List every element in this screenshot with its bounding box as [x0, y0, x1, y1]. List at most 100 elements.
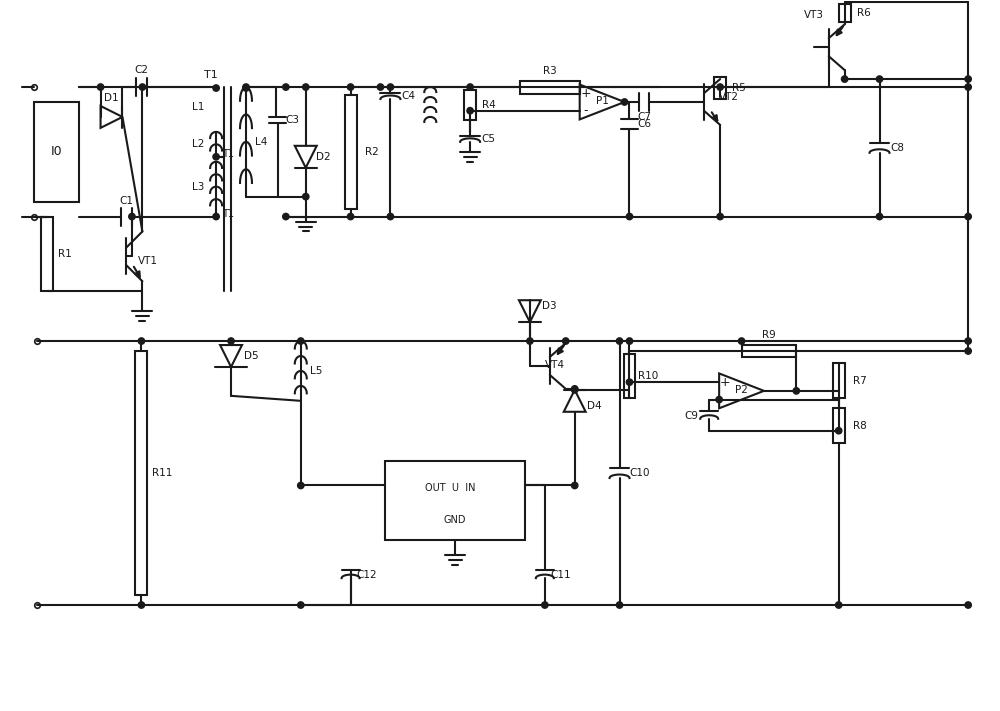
Text: D4: D4 [587, 401, 602, 411]
Circle shape [213, 213, 219, 220]
Circle shape [965, 602, 971, 608]
Circle shape [965, 348, 971, 354]
Text: VT2: VT2 [719, 92, 739, 102]
Circle shape [793, 387, 800, 394]
Bar [624, 353, 635, 398]
Text: L1: L1 [192, 102, 204, 112]
Circle shape [572, 482, 578, 488]
Bar [464, 90, 476, 120]
Text: C7: C7 [637, 112, 651, 122]
Circle shape [965, 84, 971, 90]
Circle shape [563, 338, 569, 344]
Circle shape [876, 213, 883, 220]
Bar [714, 77, 726, 99]
Bar [135, 351, 147, 595]
Circle shape [97, 84, 104, 90]
Text: D1: D1 [104, 93, 119, 103]
Text: R9: R9 [762, 330, 776, 340]
Circle shape [616, 602, 623, 608]
Circle shape [243, 85, 249, 91]
Text: C10: C10 [629, 468, 650, 478]
Circle shape [228, 338, 234, 344]
Text: D5: D5 [244, 351, 258, 361]
Circle shape [303, 193, 309, 200]
Text: R1: R1 [58, 249, 72, 259]
Circle shape [626, 213, 633, 220]
Circle shape [243, 84, 249, 90]
Circle shape [283, 213, 289, 220]
Circle shape [717, 84, 723, 90]
Text: +: + [580, 87, 591, 100]
Text: P1: P1 [596, 96, 609, 106]
Circle shape [835, 602, 842, 608]
Bar [520, 80, 580, 94]
Text: T1: T1 [222, 208, 234, 218]
Circle shape [138, 602, 145, 608]
Circle shape [303, 84, 309, 90]
Circle shape [527, 338, 533, 344]
Text: VT4: VT4 [545, 360, 565, 370]
Circle shape [835, 427, 842, 434]
Text: R2: R2 [365, 146, 378, 157]
Circle shape [129, 213, 135, 220]
Text: R4: R4 [482, 100, 496, 110]
Circle shape [616, 338, 623, 344]
Text: VT3: VT3 [804, 11, 824, 21]
Text: P2: P2 [735, 385, 748, 395]
Text: D2: D2 [316, 151, 331, 162]
Text: C11: C11 [550, 570, 571, 580]
Text: I0: I0 [51, 145, 63, 159]
Text: C9: C9 [684, 411, 698, 421]
Text: T1: T1 [204, 70, 218, 80]
Circle shape [626, 379, 633, 385]
Bar [34, 102, 79, 202]
Bar [742, 345, 796, 357]
Text: L5: L5 [310, 366, 322, 376]
Text: R7: R7 [853, 376, 866, 386]
Circle shape [876, 76, 883, 82]
Text: R10: R10 [638, 371, 659, 381]
Text: C8: C8 [890, 143, 904, 153]
Text: C2: C2 [134, 65, 148, 75]
Circle shape [213, 85, 219, 91]
Circle shape [572, 387, 578, 393]
Circle shape [387, 213, 394, 220]
Text: R8: R8 [853, 421, 866, 431]
Bar [839, 4, 851, 22]
Text: GND: GND [444, 515, 466, 525]
Text: +: + [720, 375, 730, 389]
Text: L3: L3 [192, 182, 204, 192]
Circle shape [716, 397, 722, 402]
Text: R5: R5 [732, 83, 746, 93]
Text: L4: L4 [255, 137, 267, 147]
Circle shape [621, 99, 628, 105]
Text: T1: T1 [222, 149, 234, 159]
Circle shape [965, 213, 971, 220]
Circle shape [139, 84, 146, 90]
Circle shape [298, 482, 304, 488]
Text: C1: C1 [119, 196, 133, 205]
Circle shape [387, 84, 394, 90]
Text: -: - [583, 105, 588, 117]
Circle shape [572, 385, 578, 392]
Circle shape [965, 338, 971, 344]
Circle shape [738, 338, 745, 344]
Circle shape [377, 84, 384, 90]
Circle shape [347, 213, 354, 220]
Circle shape [298, 338, 304, 344]
Text: C5: C5 [481, 134, 495, 144]
Circle shape [138, 338, 145, 344]
Bar [385, 461, 525, 540]
Bar [345, 95, 357, 209]
Text: R11: R11 [152, 468, 173, 478]
Text: C6: C6 [637, 119, 651, 129]
Text: D3: D3 [542, 301, 557, 311]
Circle shape [542, 602, 548, 608]
Text: R3: R3 [543, 65, 557, 75]
Text: C4: C4 [401, 91, 415, 101]
Circle shape [283, 84, 289, 90]
Bar [833, 363, 845, 398]
Circle shape [841, 76, 848, 82]
Circle shape [467, 84, 473, 90]
Text: -: - [723, 393, 727, 406]
